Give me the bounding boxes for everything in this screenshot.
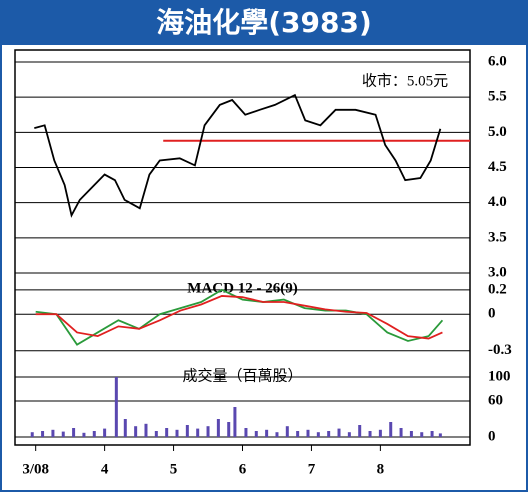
y-tick-label: 6.0	[488, 53, 507, 69]
volume-bar	[216, 419, 220, 437]
panel-title: MACD 12 - 26(9)	[187, 280, 297, 296]
volume-bar	[347, 432, 351, 437]
volume-bar	[206, 426, 210, 437]
y-tick-label: 0.2	[488, 281, 507, 297]
volume-bar	[306, 429, 310, 437]
volume-bar	[196, 428, 200, 437]
volume-bar	[430, 431, 434, 437]
y-tick-label: 100	[488, 368, 511, 384]
volume-bar	[61, 431, 65, 437]
volume-bar	[389, 422, 393, 437]
volume-bar	[254, 431, 258, 437]
volume-bar	[378, 429, 382, 437]
volume-bar	[144, 423, 148, 437]
volume-bar	[399, 428, 403, 437]
volume-bar	[165, 428, 169, 437]
volume-bar	[420, 432, 424, 437]
x-tick-label: 5	[170, 461, 178, 477]
volume-bar	[114, 377, 118, 437]
volume-bar	[123, 419, 127, 437]
y-tick-label: 60	[488, 392, 503, 408]
volume-bar	[275, 432, 279, 437]
volume-bar	[82, 432, 86, 437]
volume-bar	[185, 425, 189, 437]
volume-bar	[327, 431, 331, 437]
volume-bar	[368, 431, 372, 437]
volume-bar	[92, 431, 96, 437]
volume-bar	[358, 425, 362, 437]
data-line	[34, 93, 442, 218]
volume-bar	[154, 431, 158, 437]
volume-bar	[244, 428, 248, 437]
x-tick-label: 8	[377, 461, 385, 477]
volume-bar	[233, 407, 237, 437]
volume-bar	[265, 429, 269, 437]
volume-bar	[134, 426, 138, 437]
y-tick-label: 4.0	[488, 194, 507, 210]
volume-bar	[175, 429, 179, 437]
x-tick-label: 6	[239, 461, 247, 477]
y-tick-label: 4.5	[488, 159, 507, 175]
y-tick-label: 0	[488, 306, 496, 322]
y-tick-label: 3.0	[488, 264, 507, 280]
volume-bar	[316, 432, 320, 437]
volume-bar	[337, 428, 341, 437]
panel-title: 成交量（百萬股）	[182, 366, 302, 384]
y-tick-label: 5.0	[488, 124, 507, 140]
data-line	[35, 295, 443, 340]
volume-bar	[409, 431, 413, 437]
annotation: 收市：5.05元	[362, 72, 448, 89]
x-tick-label: 4	[101, 461, 109, 477]
volume-bar	[103, 428, 107, 437]
x-tick-label: 7	[308, 461, 316, 477]
y-tick-label: -0.3	[488, 342, 512, 358]
data-line	[35, 288, 444, 346]
volume-bar	[30, 432, 34, 437]
x-tick-label: 3/08	[22, 461, 49, 477]
page-title: 海油化學(3983)	[156, 6, 372, 39]
volume-bar	[41, 431, 45, 437]
volume-bar	[51, 429, 55, 437]
title-bar	[1, 1, 527, 45]
volume-bar	[285, 426, 289, 437]
y-tick-label: 0	[488, 428, 496, 444]
volume-bar	[227, 422, 231, 437]
y-tick-label: 5.5	[488, 89, 507, 105]
volume-bar	[72, 428, 76, 437]
volume-bar	[438, 433, 442, 437]
volume-bar	[296, 431, 300, 437]
y-tick-label: 3.5	[488, 229, 507, 245]
